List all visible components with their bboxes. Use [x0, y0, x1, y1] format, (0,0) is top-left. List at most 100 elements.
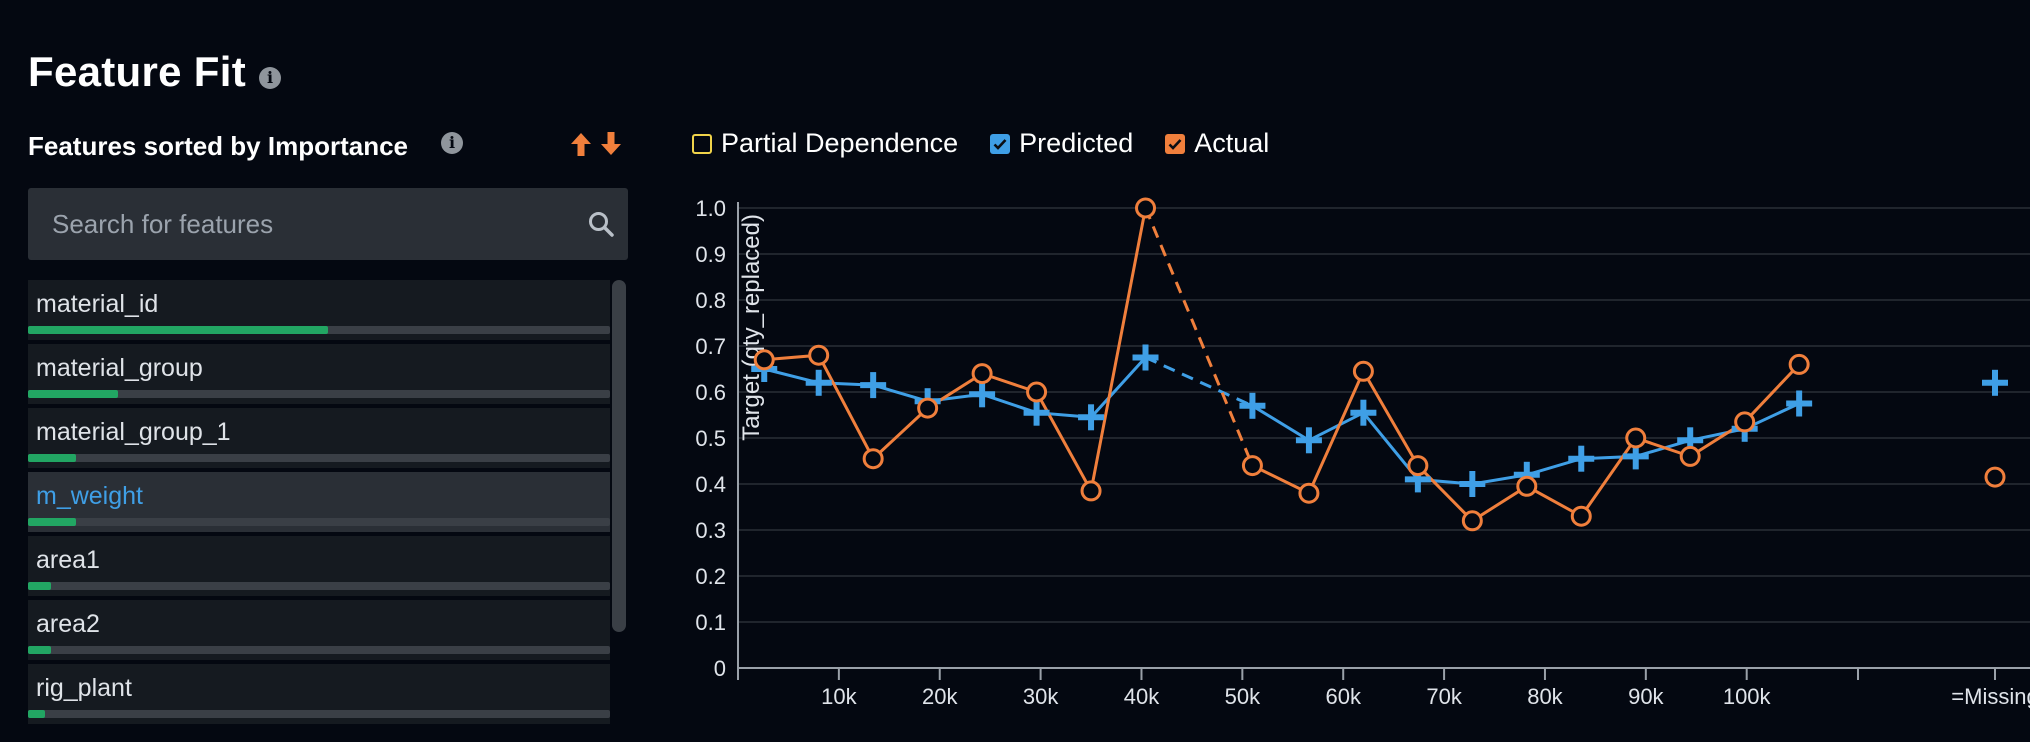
page-title: Feature Fit: [28, 48, 246, 95]
actual-point: [1625, 427, 1647, 449]
importance-bar-fill: [28, 582, 52, 590]
y-tick-label: 0: [714, 656, 726, 681]
feature-name: material_group_1: [36, 418, 231, 446]
sort-descending-icon[interactable]: [598, 130, 624, 158]
actual-point: [1788, 353, 1810, 375]
feature-list-scrollbar[interactable]: [612, 280, 626, 632]
y-tick-label: 1.0: [695, 196, 726, 221]
importance-bar: [28, 390, 610, 398]
y-tick-label: 0.2: [695, 564, 726, 589]
actual-point: [1241, 455, 1263, 477]
predicted-line-gap: [1144, 356, 1254, 408]
feature-name: m_weight: [36, 482, 143, 510]
info-icon[interactable]: i: [441, 132, 463, 154]
feature-item[interactable]: area1: [28, 536, 610, 596]
actual-point: [808, 344, 830, 366]
actual-point: [1298, 482, 1320, 504]
feature-list: material_id material_group material_group_…: [28, 280, 610, 742]
actual-point: [862, 448, 884, 470]
predicted-point: [969, 381, 996, 408]
predicted-point: [1350, 399, 1377, 426]
feature-fit-chart: 0 0.1 0.2 0.3 0.4 0.5 0.6 0.7 0.8 0.9 1.0 10k 20k 30k…: [695, 196, 2030, 709]
actual-point: [1734, 411, 1756, 433]
legend-item-actual[interactable]: Actual: [1165, 128, 1269, 159]
sort-controls: [568, 130, 624, 158]
feature-item[interactable]: rig_plant: [28, 664, 610, 724]
importance-bar: [28, 582, 610, 590]
feature-item[interactable]: material_group_1: [28, 408, 610, 468]
x-tick-label: 20k: [922, 684, 958, 709]
feature-item[interactable]: area2: [28, 600, 610, 660]
importance-bar-fill: [28, 390, 119, 398]
x-tick-label: 70k: [1426, 684, 1462, 709]
predicted-point: [1023, 399, 1050, 426]
importance-bar: [28, 518, 610, 526]
search-input[interactable]: [28, 188, 628, 260]
importance-bar: [28, 454, 610, 462]
actual-point: [1352, 360, 1374, 382]
actual-line: [764, 207, 1147, 496]
feature-item[interactable]: m_weight: [28, 472, 610, 532]
importance-bar: [28, 710, 610, 718]
importance-bar-fill: [28, 326, 328, 334]
sort-ascending-icon[interactable]: [568, 130, 594, 158]
importance-bar-fill: [28, 518, 76, 526]
actual-line-gap: [1144, 207, 1254, 467]
legend-checkbox[interactable]: [990, 133, 1011, 154]
x-tick-label: 100k: [1723, 684, 1772, 709]
search-icon[interactable]: [588, 211, 614, 237]
x-tick-label-missing: =Missing: [1951, 684, 2030, 709]
predicted-point: [1078, 404, 1105, 431]
importance-bar: [28, 326, 610, 334]
actual-point: [1516, 475, 1538, 497]
y-tick-label: 0.8: [695, 288, 726, 313]
feature-name: rig_plant: [36, 674, 132, 702]
predicted-point: [1295, 427, 1322, 454]
predicted-point: [1459, 471, 1486, 497]
legend-checkbox[interactable]: [1165, 133, 1186, 154]
y-tick-label: 0.1: [695, 610, 726, 635]
actual-point: [1984, 466, 2006, 488]
feature-name: area1: [36, 546, 100, 574]
check-icon: [1168, 138, 1182, 150]
x-tick-label: 30k: [1023, 684, 1059, 709]
y-tick-label: 0.4: [695, 472, 726, 497]
predicted-point: [1568, 445, 1595, 472]
actual-point: [1679, 445, 1701, 467]
x-tick-label: 60k: [1325, 684, 1361, 709]
x-tick-label: 10k: [821, 684, 857, 709]
y-tick-label: 0.3: [695, 518, 726, 543]
check-icon: [993, 138, 1007, 150]
actual-line: [1251, 363, 1801, 523]
features-panel-title: Features sorted by Importance: [28, 131, 408, 161]
legend-item-partial-dependence[interactable]: Partial Dependence: [692, 128, 958, 159]
predicted-point: [1982, 369, 2008, 396]
legend-item-predicted[interactable]: Predicted: [990, 128, 1133, 159]
actual-point: [753, 349, 775, 371]
legend-label: Partial Dependence: [721, 128, 959, 158]
actual-point: [1407, 455, 1429, 477]
actual-point: [917, 397, 939, 419]
predicted-point: [805, 369, 832, 396]
predicted-point: [1132, 344, 1159, 371]
feature-item[interactable]: material_group: [28, 344, 610, 404]
chart-legend: Partial Dependence Predicted Actual: [692, 128, 1301, 159]
actual-point: [1135, 197, 1157, 219]
feature-name: area2: [36, 610, 100, 638]
x-tick-label: 80k: [1527, 684, 1563, 709]
y-tick-label: 0.5: [695, 426, 726, 451]
actual-point: [1570, 505, 1592, 527]
actual-point: [1461, 510, 1483, 532]
legend-checkbox[interactable]: [692, 133, 712, 154]
importance-bar-fill: [28, 454, 76, 462]
feature-item[interactable]: material_id: [28, 280, 610, 340]
feature-name: material_id: [36, 290, 159, 318]
importance-bar-fill: [28, 710, 46, 718]
y-axis-label: Target (qty_replaced): [738, 214, 765, 441]
x-tick-label: 40k: [1124, 684, 1160, 709]
y-tick-label: 0.9: [695, 242, 726, 267]
info-icon[interactable]: i: [259, 67, 281, 89]
importance-bar-fill: [28, 646, 52, 654]
actual-point: [971, 363, 993, 385]
legend-label: Actual: [1194, 128, 1270, 158]
